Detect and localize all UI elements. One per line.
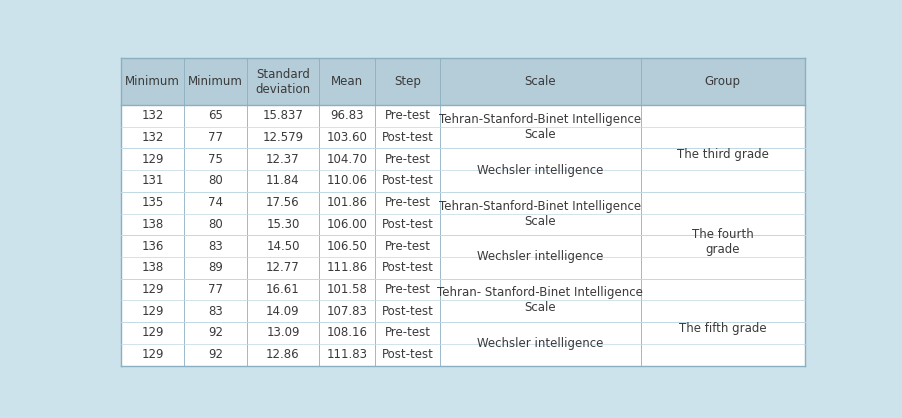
Text: 111.83: 111.83 xyxy=(327,348,367,361)
Text: 14.09: 14.09 xyxy=(266,305,299,318)
Text: Step: Step xyxy=(394,75,421,88)
Text: Minimum: Minimum xyxy=(125,75,180,88)
Text: Post-test: Post-test xyxy=(382,131,433,144)
Text: Pre-test: Pre-test xyxy=(384,240,430,252)
Text: 132: 132 xyxy=(142,131,164,144)
Text: 135: 135 xyxy=(142,196,164,209)
Text: 103.60: 103.60 xyxy=(327,131,367,144)
Text: Pre-test: Pre-test xyxy=(384,153,430,166)
Text: 132: 132 xyxy=(142,109,164,122)
Text: Pre-test: Pre-test xyxy=(384,196,430,209)
Text: 75: 75 xyxy=(208,153,223,166)
Text: 77: 77 xyxy=(208,283,223,296)
Text: 83: 83 xyxy=(208,305,223,318)
Text: 101.86: 101.86 xyxy=(327,196,367,209)
Text: Wechsler intelligence: Wechsler intelligence xyxy=(477,163,603,176)
Text: 14.50: 14.50 xyxy=(266,240,299,252)
Text: 92: 92 xyxy=(208,326,223,339)
Text: Tehran-Stanford-Binet Intelligence
Scale: Tehran-Stanford-Binet Intelligence Scale xyxy=(439,199,641,227)
Text: 106.00: 106.00 xyxy=(327,218,367,231)
Text: Post-test: Post-test xyxy=(382,261,433,274)
Text: 129: 129 xyxy=(142,153,164,166)
Text: 104.70: 104.70 xyxy=(327,153,367,166)
Text: 138: 138 xyxy=(142,261,164,274)
Text: Tehran-Stanford-Binet Intelligence
Scale: Tehran-Stanford-Binet Intelligence Scale xyxy=(439,112,641,140)
Text: Minimum: Minimum xyxy=(189,75,243,88)
Text: 108.16: 108.16 xyxy=(327,326,367,339)
Text: The fourth
grade: The fourth grade xyxy=(692,228,753,256)
Text: 15.30: 15.30 xyxy=(266,218,299,231)
Text: 129: 129 xyxy=(142,348,164,361)
Text: 129: 129 xyxy=(142,326,164,339)
Text: Pre-test: Pre-test xyxy=(384,326,430,339)
Text: Scale: Scale xyxy=(524,75,556,88)
Text: The third grade: The third grade xyxy=(676,148,769,161)
Text: 129: 129 xyxy=(142,305,164,318)
Text: Pre-test: Pre-test xyxy=(384,109,430,122)
Text: 74: 74 xyxy=(208,196,223,209)
Text: Tehran- Stanford-Binet Intelligence
Scale: Tehran- Stanford-Binet Intelligence Scal… xyxy=(437,286,643,314)
Text: 12.579: 12.579 xyxy=(262,131,304,144)
Text: 16.61: 16.61 xyxy=(266,283,299,296)
Text: 111.86: 111.86 xyxy=(327,261,367,274)
Text: The fifth grade: The fifth grade xyxy=(679,322,767,335)
Text: 12.37: 12.37 xyxy=(266,153,299,166)
Text: 136: 136 xyxy=(142,240,164,252)
Text: 96.83: 96.83 xyxy=(330,109,364,122)
Text: 92: 92 xyxy=(208,348,223,361)
Text: 80: 80 xyxy=(208,174,223,187)
Text: Mean: Mean xyxy=(331,75,363,88)
Text: 12.77: 12.77 xyxy=(266,261,299,274)
Text: 106.50: 106.50 xyxy=(327,240,367,252)
Text: 83: 83 xyxy=(208,240,223,252)
Text: 11.84: 11.84 xyxy=(266,174,299,187)
Text: 110.06: 110.06 xyxy=(327,174,367,187)
Text: Post-test: Post-test xyxy=(382,348,433,361)
Text: 65: 65 xyxy=(208,109,223,122)
Text: 107.83: 107.83 xyxy=(327,305,367,318)
Text: 89: 89 xyxy=(208,261,223,274)
Text: Post-test: Post-test xyxy=(382,305,433,318)
Text: 17.56: 17.56 xyxy=(266,196,299,209)
Text: 131: 131 xyxy=(142,174,164,187)
Text: Pre-test: Pre-test xyxy=(384,283,430,296)
Text: Wechsler intelligence: Wechsler intelligence xyxy=(477,337,603,350)
Text: 15.837: 15.837 xyxy=(262,109,303,122)
Text: 13.09: 13.09 xyxy=(266,326,299,339)
Text: 138: 138 xyxy=(142,218,164,231)
Text: 12.86: 12.86 xyxy=(266,348,299,361)
Text: 129: 129 xyxy=(142,283,164,296)
Text: 80: 80 xyxy=(208,218,223,231)
Text: Post-test: Post-test xyxy=(382,174,433,187)
Text: Post-test: Post-test xyxy=(382,218,433,231)
Text: 101.58: 101.58 xyxy=(327,283,367,296)
Text: Group: Group xyxy=(704,75,741,88)
Text: 77: 77 xyxy=(208,131,223,144)
Text: Standard
deviation: Standard deviation xyxy=(255,68,310,96)
Bar xyxy=(121,58,805,105)
Bar xyxy=(121,105,805,366)
Text: Wechsler intelligence: Wechsler intelligence xyxy=(477,250,603,263)
